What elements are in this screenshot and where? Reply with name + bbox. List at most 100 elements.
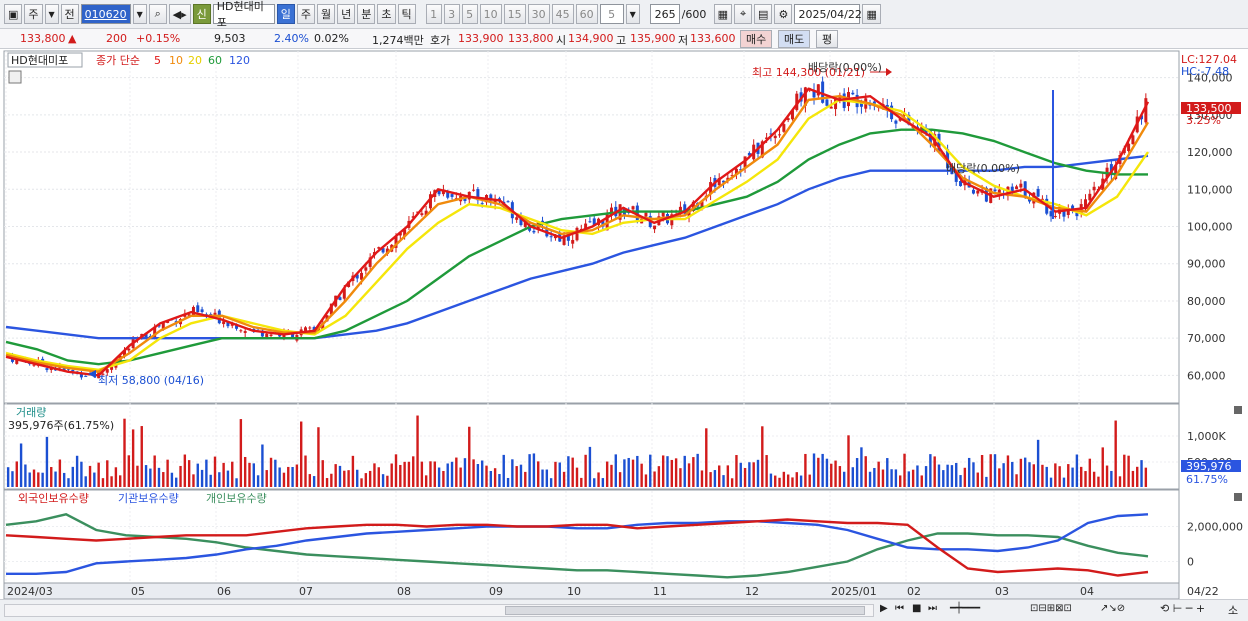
volume-bar	[58, 459, 62, 487]
interval-45[interactable]: 45	[551, 4, 574, 24]
hoga-ask: 133,800	[508, 32, 554, 45]
zoom-slider-icon[interactable]: ━┿━━━	[950, 603, 981, 614]
scroll-thumb[interactable]	[505, 606, 865, 615]
volume-bar	[282, 472, 286, 487]
high-annotation: 최고 144,300 (01/21)	[752, 66, 865, 79]
volume-bar	[562, 471, 566, 487]
candle-body	[252, 328, 256, 330]
volume-value: 9,503	[214, 32, 246, 45]
interval-3[interactable]: 3	[443, 4, 460, 24]
stock-code-input[interactable]: 010620	[80, 4, 131, 24]
volume-bar	[127, 455, 131, 487]
candle-body	[1075, 212, 1079, 217]
volume-panel-close-icon[interactable]	[1234, 406, 1242, 414]
legend-individual: 개인보유수량	[206, 492, 267, 505]
scroll-right-icon[interactable]: ▶	[880, 603, 888, 614]
view-options-icon[interactable]: ⊡⊟⊞⊠⊡	[1030, 603, 1072, 614]
volume-bar	[373, 463, 376, 487]
volume-bar	[726, 465, 730, 487]
chart-area[interactable]: 140,000 130,000 120,000 110,000 100,000 90,00…	[0, 49, 1248, 600]
period-main-select[interactable]: 주	[24, 4, 43, 24]
candle-body	[368, 257, 372, 267]
volume-bar	[506, 477, 510, 487]
volume-bar	[166, 459, 169, 487]
date-input[interactable]: 2025/04/22	[794, 4, 862, 24]
crosshair-icon[interactable]: ⌖	[734, 4, 753, 24]
tab-day[interactable]: 일	[276, 4, 295, 24]
candle-body	[355, 274, 359, 279]
volume-bar	[1045, 466, 1048, 487]
buy-button[interactable]: 매수	[740, 30, 773, 48]
holdings-panel-close-icon[interactable]	[1234, 493, 1242, 501]
volume-bar	[235, 478, 238, 487]
volume-bar	[368, 470, 372, 487]
volume-bar	[424, 475, 428, 487]
interval-30[interactable]: 30	[527, 4, 550, 24]
interval-15[interactable]: 15	[503, 4, 526, 24]
volume-bar	[80, 461, 83, 487]
legend-institution: 기관보유수량	[118, 492, 179, 505]
interval-60[interactable]: 60	[575, 4, 598, 24]
sell-button[interactable]: 매도	[778, 30, 811, 48]
code-dropdown-icon[interactable]: ▼	[132, 4, 147, 24]
ma5-line	[5, 87, 1150, 377]
chart-scrollbar[interactable]	[4, 604, 874, 617]
volume-bar	[131, 429, 135, 487]
volume-bar	[842, 471, 846, 487]
draw-tools-icon[interactable]: ↗↘⊘	[1100, 603, 1126, 614]
low-arrow-head	[88, 370, 96, 378]
candle-body	[1088, 193, 1092, 201]
chevron-down-icon[interactable]: ▼	[44, 4, 59, 24]
candle-body	[196, 305, 200, 312]
volume-bar	[610, 464, 613, 487]
interval-1[interactable]: 1	[425, 4, 442, 24]
volume-bar	[364, 473, 368, 487]
eval-button[interactable]: 평	[816, 30, 839, 48]
tab-tick[interactable]: 틱	[397, 4, 416, 24]
candle-body	[32, 364, 36, 366]
search-icon[interactable]: ⌕	[148, 4, 167, 24]
volume-bar	[377, 467, 380, 487]
tools-icon[interactable]: ▦	[713, 4, 733, 24]
candle-body	[304, 327, 308, 331]
volume-bar	[1114, 420, 1117, 487]
count-input[interactable]: 265	[649, 4, 680, 24]
candle-body	[321, 323, 325, 330]
stop-icon[interactable]: ■	[912, 603, 922, 614]
price-tick-label: 90,000	[1187, 258, 1226, 271]
gear-icon[interactable]: ⚙	[774, 4, 793, 24]
rewind-icon[interactable]: ⏮	[895, 603, 904, 614]
volume-bar	[718, 465, 721, 487]
volume-bar	[683, 455, 686, 487]
candle-body	[976, 190, 980, 194]
new-button[interactable]: 신	[192, 4, 211, 24]
x-tick-label: 09	[489, 585, 503, 598]
speaker-icon[interactable]: ◀▸	[168, 4, 191, 24]
volume-bar	[830, 463, 833, 487]
candle-body	[312, 327, 316, 331]
save-icon[interactable]: ▤	[754, 4, 773, 24]
window-menu-icon[interactable]: ▣	[4, 4, 23, 24]
stock-chart[interactable]: 140,000130,000120,000110,000100,00090,00…	[0, 49, 1248, 600]
calendar-icon[interactable]: ▦	[862, 4, 881, 24]
close-char-label[interactable]: 소	[1228, 604, 1239, 617]
interval-dropdown-icon[interactable]: ▼	[625, 4, 640, 24]
candle-body	[385, 248, 389, 255]
zoom-out-icon[interactable]: ⟲ ⊢ ─ +	[1160, 602, 1206, 615]
grid-toggle-icon[interactable]	[8, 70, 22, 84]
interval-select[interactable]: 5	[599, 4, 624, 24]
tab-minute[interactable]: 분	[357, 4, 376, 24]
tab-second[interactable]: 초	[377, 4, 396, 24]
interval-5[interactable]: 5	[461, 4, 478, 24]
candle-body	[1049, 211, 1053, 217]
ma120-label: 120	[229, 54, 250, 67]
forward-icon[interactable]: ⏭	[928, 603, 937, 614]
interval-10[interactable]: 10	[479, 4, 502, 24]
tab-week[interactable]: 주	[296, 4, 316, 24]
jeon-button[interactable]: 전	[60, 4, 79, 24]
volume-bar	[756, 459, 760, 487]
candle-body	[834, 99, 838, 110]
high-arrow-head	[886, 68, 892, 76]
tab-year[interactable]: 년	[337, 4, 356, 24]
tab-month[interactable]: 월	[317, 4, 336, 24]
